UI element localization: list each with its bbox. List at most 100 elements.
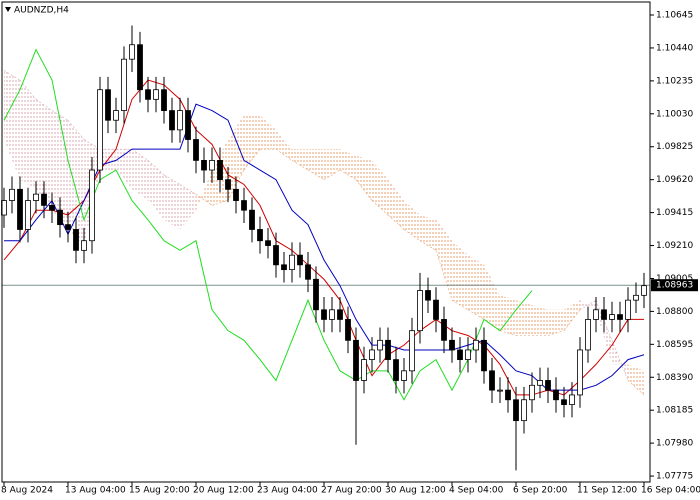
y-tick-label: 1.08800 bbox=[656, 307, 693, 317]
candle-body bbox=[577, 349, 583, 396]
candle-body bbox=[321, 309, 327, 320]
cloud-edge bbox=[579, 299, 597, 311]
candle-body bbox=[73, 229, 79, 251]
y-tick-label: 1.08185 bbox=[656, 406, 693, 416]
x-tick-label: 27 Aug 20:00 bbox=[321, 486, 382, 496]
candle-body bbox=[505, 389, 511, 401]
candle-body bbox=[497, 389, 503, 392]
candle-body bbox=[49, 204, 55, 211]
candle-body bbox=[465, 349, 471, 360]
symbol-menu-arrow[interactable] bbox=[5, 7, 11, 12]
cloud-segment bbox=[244, 115, 260, 171]
candle-body bbox=[137, 44, 143, 91]
x-tick-label: 6 Sep 20:00 bbox=[513, 486, 568, 496]
chart-title: AUDNZD,H4 bbox=[14, 6, 69, 16]
cloud-segment bbox=[116, 149, 132, 190]
candle-body bbox=[169, 110, 175, 131]
candle-body bbox=[9, 188, 15, 201]
x-tick-label: 8 Aug 2024 bbox=[1, 486, 53, 496]
candle-body bbox=[161, 89, 167, 111]
x-tick-label: 15 Aug 20:00 bbox=[129, 486, 190, 496]
cloud-segment bbox=[36, 99, 52, 211]
cloud-segment bbox=[388, 179, 404, 230]
axes: 1.10645 1.10440 1.10235 1.10030 1.09825 1.096… bbox=[1, 11, 700, 496]
cloud-segment bbox=[308, 149, 324, 180]
candle-body bbox=[185, 110, 191, 140]
cloud-edge bbox=[451, 299, 469, 311]
y-tick-label: 1.09620 bbox=[656, 175, 693, 185]
candle-body bbox=[257, 229, 263, 242]
candle-body bbox=[457, 349, 463, 360]
candle-body bbox=[297, 254, 303, 266]
candle-body bbox=[345, 319, 351, 341]
cloud-edge bbox=[35, 99, 53, 111]
candle-body bbox=[433, 299, 439, 320]
candle-body bbox=[97, 89, 103, 171]
cloud-segment bbox=[500, 295, 516, 336]
indicator-line bbox=[3, 79, 644, 396]
y-tick-label: 1.07980 bbox=[656, 439, 693, 449]
candle-body bbox=[393, 359, 399, 381]
candle-body bbox=[81, 240, 87, 251]
y-tick-label: 1.10440 bbox=[656, 43, 693, 53]
candle-body bbox=[617, 314, 623, 320]
cloud-edge bbox=[563, 309, 581, 331]
candle-body bbox=[361, 359, 367, 381]
candle-body bbox=[401, 370, 407, 381]
cloud-edge bbox=[611, 340, 629, 381]
candle-body bbox=[633, 294, 639, 301]
candle-body bbox=[473, 339, 479, 351]
candle-body bbox=[129, 44, 135, 60]
candle-body bbox=[513, 399, 519, 422]
cloud-segment bbox=[292, 149, 308, 171]
candle-body bbox=[217, 159, 223, 181]
candle-body bbox=[25, 200, 31, 230]
cloud-edge bbox=[403, 229, 421, 241]
y-tick-label: 1.09005 bbox=[656, 274, 693, 284]
cloud-segment bbox=[436, 219, 452, 301]
candle-body bbox=[641, 285, 647, 296]
candle-body bbox=[425, 290, 431, 301]
candle-body bbox=[313, 278, 319, 311]
candle-body bbox=[377, 339, 383, 351]
cloud-edge bbox=[275, 148, 293, 161]
candles bbox=[1, 25, 647, 471]
candle-body bbox=[593, 309, 599, 320]
cloud-edge bbox=[3, 70, 21, 81]
cloud-segment bbox=[260, 115, 276, 150]
cloud-segment bbox=[404, 200, 420, 241]
x-tick-label: 30 Aug 12:00 bbox=[385, 486, 446, 496]
current-price-label: 1.08963 bbox=[656, 281, 693, 291]
cloud-segment bbox=[148, 160, 164, 220]
cloud-segment bbox=[628, 364, 644, 395]
plot-frame bbox=[1, 1, 651, 483]
candle-body bbox=[353, 339, 359, 381]
y-tick-label: 1.10030 bbox=[656, 109, 693, 119]
candle-body bbox=[249, 209, 255, 230]
cloud bbox=[3, 70, 645, 396]
cloud-edge bbox=[307, 169, 325, 180]
candle-body bbox=[65, 224, 71, 230]
candle-body bbox=[201, 159, 207, 171]
candle-body bbox=[529, 384, 535, 401]
cloud-edge bbox=[547, 330, 565, 336]
cloud-segment bbox=[68, 120, 84, 246]
candle-body bbox=[121, 58, 127, 111]
candle-body bbox=[105, 89, 111, 121]
candle-body bbox=[113, 110, 119, 121]
candle-body bbox=[241, 200, 247, 211]
cloud-segment bbox=[196, 170, 212, 211]
candle-body bbox=[385, 339, 391, 360]
cloud-edge bbox=[211, 200, 229, 206]
cloud-segment bbox=[132, 149, 148, 201]
x-tick-label: 11 Sep 12:00 bbox=[577, 486, 637, 496]
cloud-edge bbox=[67, 120, 85, 140]
y-tick-label: 1.09415 bbox=[656, 208, 693, 218]
cloud-segment bbox=[276, 129, 292, 161]
candle-body bbox=[57, 209, 63, 226]
y-tick-label: 1.08595 bbox=[656, 340, 693, 350]
candle-body bbox=[585, 319, 591, 351]
candle-body bbox=[417, 290, 423, 332]
